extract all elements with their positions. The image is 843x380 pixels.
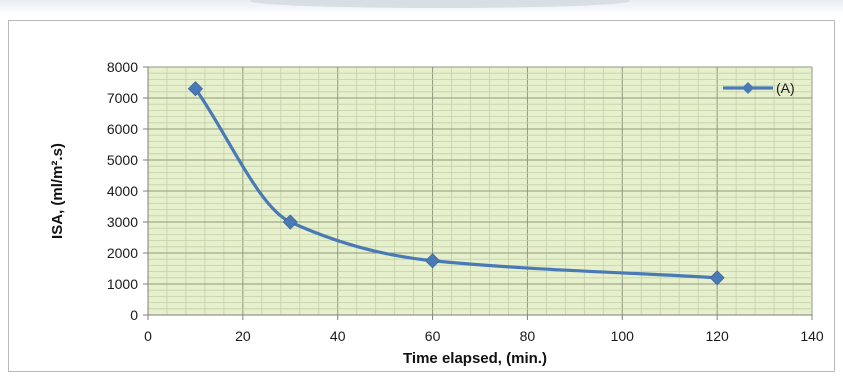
data-point-marker: [709, 270, 725, 286]
y-tick-label: 0: [130, 307, 138, 323]
y-tick-label: 2000: [107, 245, 138, 261]
top-shadow-decoration: [250, 0, 630, 8]
y-axis-ticks: 0 1000 2000 3000 4000 5000 6000 7000 8000: [107, 59, 148, 323]
y-tick-label: 1000: [107, 276, 138, 292]
y-tick-label: 6000: [107, 121, 138, 137]
series-layer: [187, 81, 725, 286]
x-tick-label: 20: [235, 328, 251, 344]
x-axis-ticks: 0 20 40 60 80 100 120 140: [144, 315, 824, 344]
y-tick-label: 7000: [107, 90, 138, 106]
x-tick-label: 100: [611, 328, 635, 344]
legend-label: (A): [776, 80, 795, 96]
x-tick-label: 60: [425, 328, 441, 344]
x-tick-label: 120: [705, 328, 729, 344]
x-axis-label: Time elapsed, (min.): [403, 350, 547, 367]
y-axis-label: ISA, (ml/m².s): [49, 143, 66, 239]
y-tick-label: 4000: [107, 183, 138, 199]
legend: (A): [723, 80, 795, 96]
x-tick-label: 140: [800, 328, 824, 344]
data-point-marker: [425, 253, 441, 269]
x-tick-label: 0: [144, 328, 152, 344]
y-tick-label: 8000: [107, 59, 138, 75]
series-line: [194, 87, 718, 280]
y-tick-label: 3000: [107, 214, 138, 230]
y-tick-label: 5000: [107, 152, 138, 168]
grid: [147, 66, 813, 316]
data-point-marker: [187, 81, 203, 97]
data-point-marker: [282, 214, 298, 230]
legend-marker: [742, 82, 754, 94]
x-tick-label: 80: [520, 328, 536, 344]
x-tick-label: 40: [330, 328, 346, 344]
